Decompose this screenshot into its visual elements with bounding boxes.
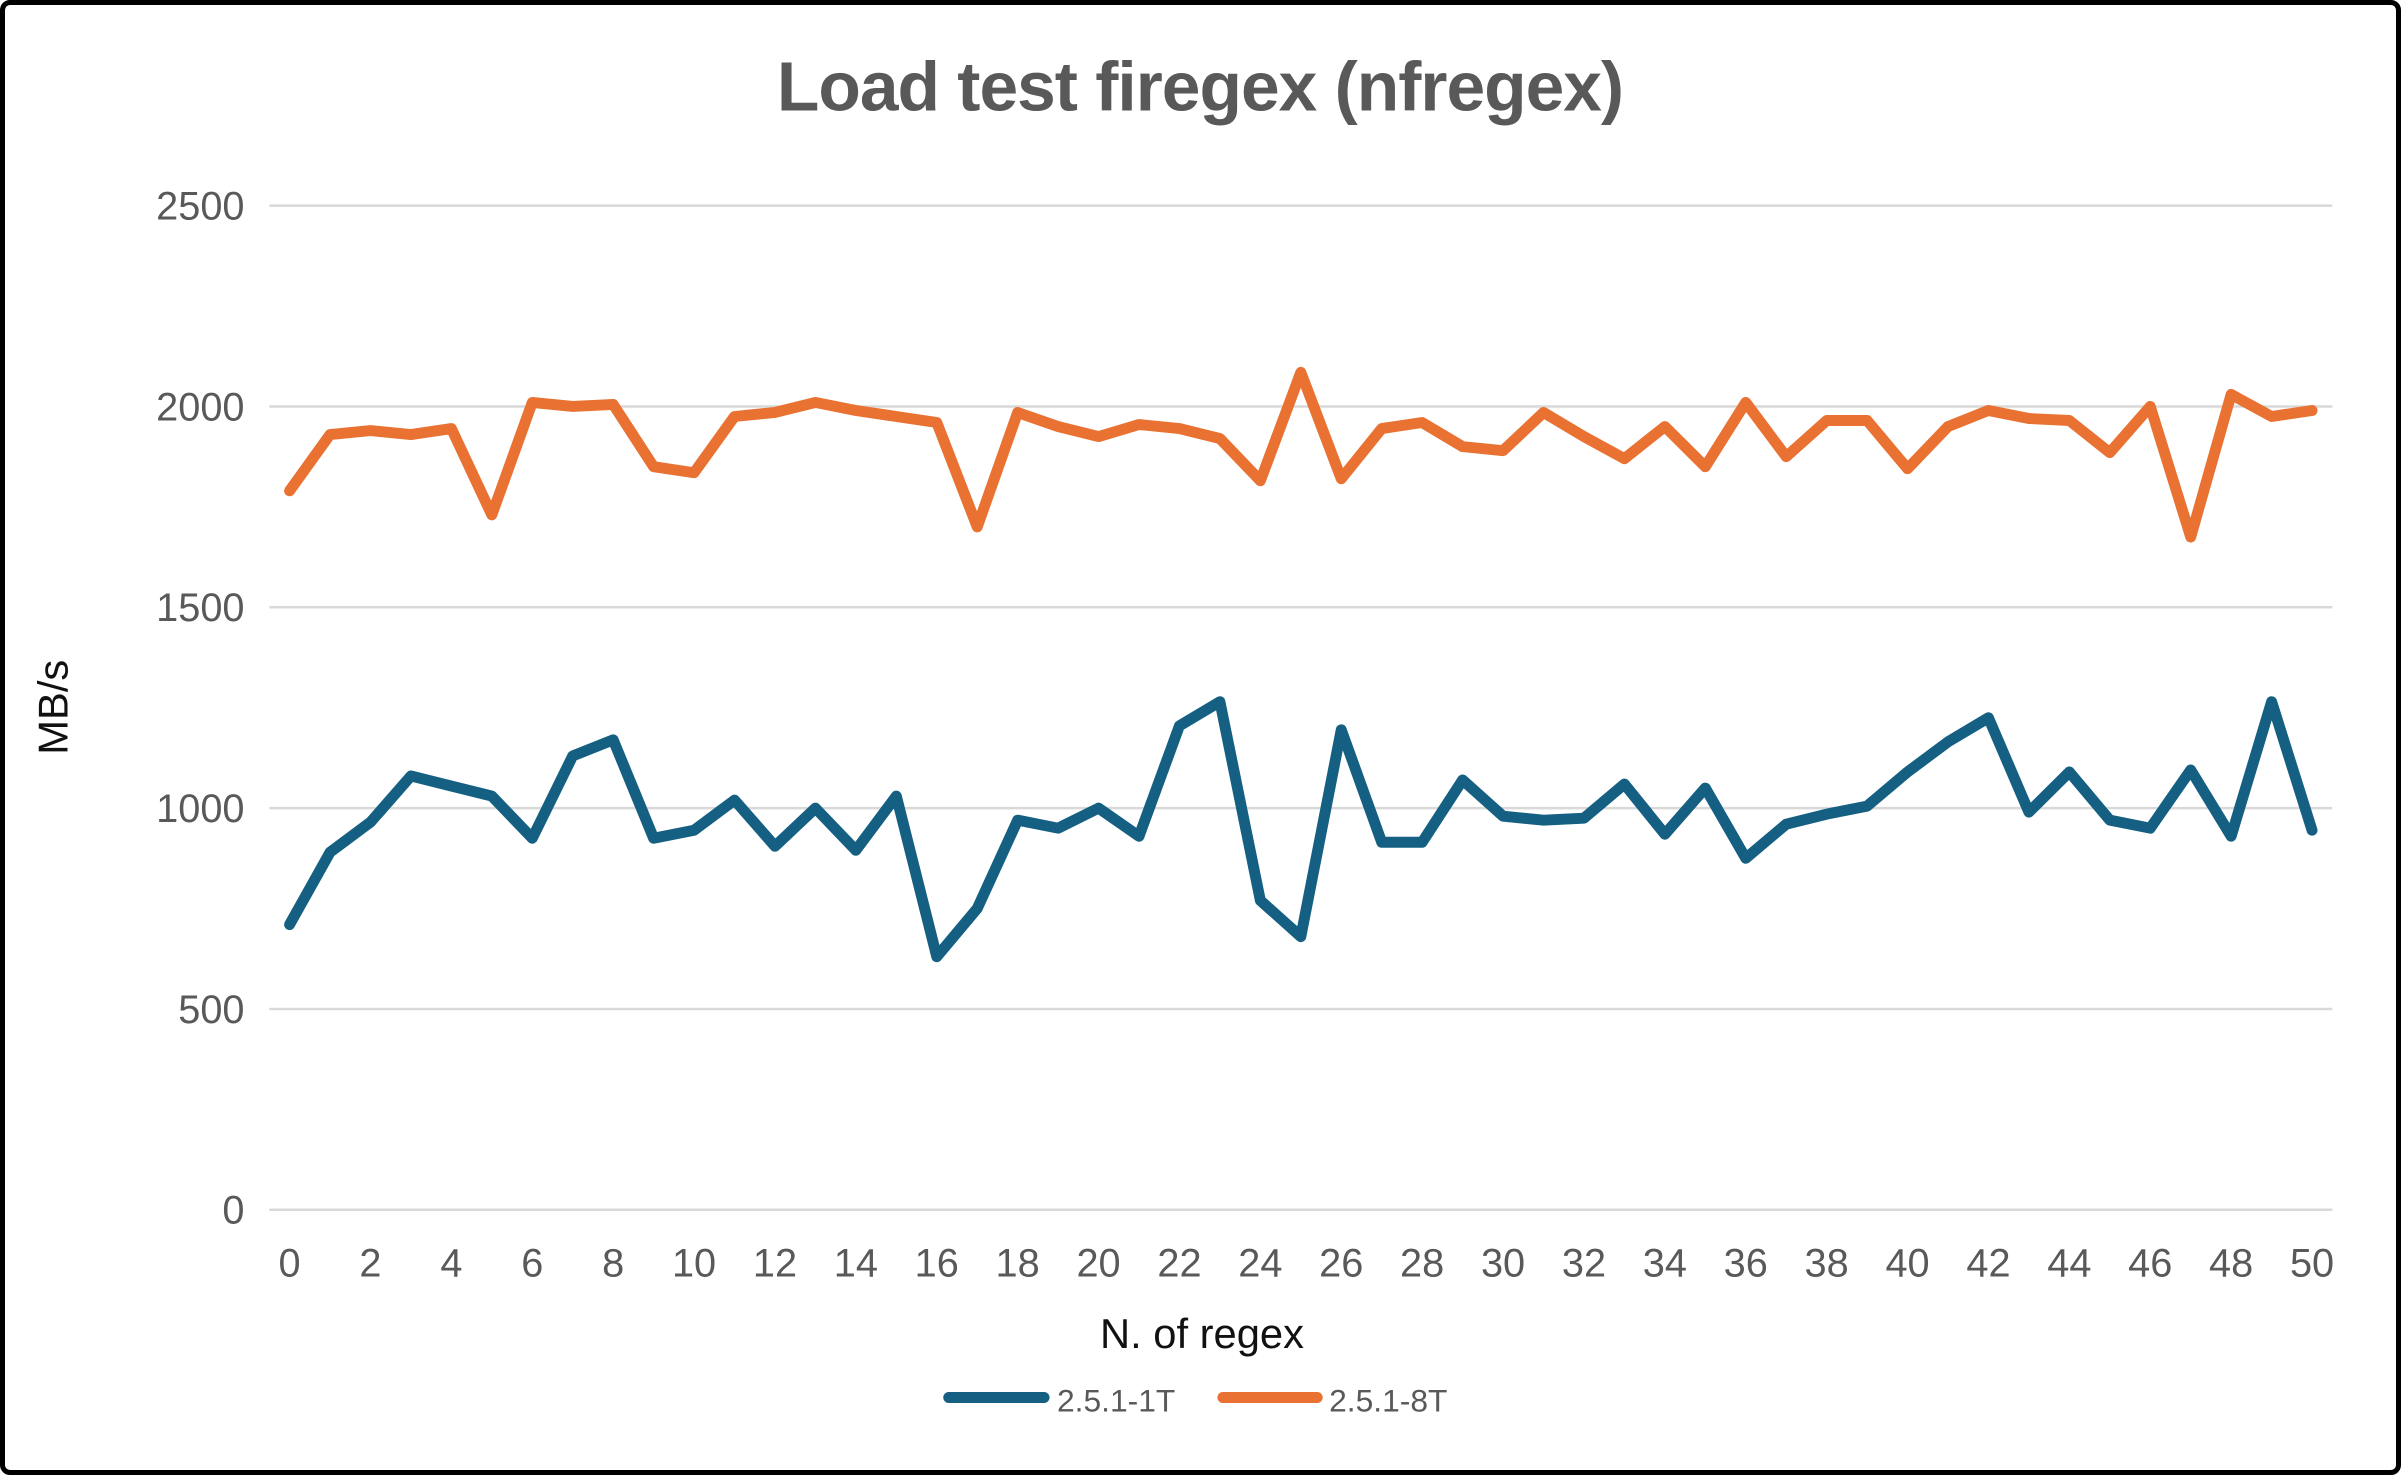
y-tick-label: 1500 bbox=[156, 586, 244, 630]
x-tick-label: 4 bbox=[440, 1241, 462, 1285]
legend-label-series1: 2.5.1-1T bbox=[1057, 1382, 1175, 1418]
y-tick-label: 2000 bbox=[156, 385, 244, 429]
y-axis-title: MB/s bbox=[30, 660, 77, 755]
series-line-2.5.1-8T bbox=[284, 366, 2318, 543]
x-tick-label: 38 bbox=[1805, 1241, 1849, 1285]
gridlines bbox=[269, 204, 2333, 1212]
y-tick-label: 1000 bbox=[156, 787, 244, 831]
x-tick-label: 32 bbox=[1562, 1241, 1606, 1285]
x-tick-label: 28 bbox=[1400, 1241, 1444, 1285]
x-tick-label: 16 bbox=[915, 1241, 959, 1285]
x-tick-label: 2 bbox=[359, 1241, 381, 1285]
x-tick-label: 18 bbox=[996, 1241, 1040, 1285]
x-tick-label: 50 bbox=[2290, 1241, 2334, 1285]
x-tick-label: 20 bbox=[1076, 1241, 1120, 1285]
x-tick-label: 6 bbox=[521, 1241, 543, 1285]
series-line-2.5.1-1T bbox=[284, 696, 2318, 963]
y-tick-label: 2500 bbox=[156, 185, 244, 229]
chart-title: Load test firegex (nfregex) bbox=[777, 47, 1623, 125]
x-tick-label: 12 bbox=[753, 1241, 797, 1285]
x-tick-label: 40 bbox=[1885, 1241, 1929, 1285]
data-series-lines bbox=[284, 366, 2318, 963]
legend-label-series2: 2.5.1-8T bbox=[1329, 1382, 1447, 1418]
y-tick-label: 500 bbox=[178, 988, 244, 1032]
x-tick-label: 26 bbox=[1319, 1241, 1363, 1285]
x-tick-label: 34 bbox=[1643, 1241, 1687, 1285]
x-tick-label: 48 bbox=[2209, 1241, 2253, 1285]
x-tick-label: 42 bbox=[1966, 1241, 2010, 1285]
x-tick-label: 8 bbox=[602, 1241, 624, 1285]
x-tick-label: 24 bbox=[1238, 1241, 1282, 1285]
x-tick-label: 44 bbox=[2047, 1241, 2091, 1285]
y-axis-tick-labels: 0 500 1000 1500 2000 2500 bbox=[156, 185, 244, 1233]
x-tick-label: 36 bbox=[1724, 1241, 1768, 1285]
legend: 2.5.1-1T 2.5.1-8T bbox=[943, 1382, 1447, 1418]
x-tick-label: 30 bbox=[1481, 1241, 1525, 1285]
x-tick-label: 10 bbox=[672, 1241, 716, 1285]
x-axis-tick-labels: 0 2 4 6 8 10 12 14 16 18 20 22 24 26 28 30 32 34 36 38 40 42 4… bbox=[279, 1241, 2335, 1285]
x-tick-label: 0 bbox=[279, 1241, 301, 1285]
x-tick-label: 14 bbox=[834, 1241, 878, 1285]
x-tick-label: 22 bbox=[1157, 1241, 1201, 1285]
y-tick-label: 0 bbox=[222, 1189, 244, 1233]
x-axis-title: N. of regex bbox=[1100, 1310, 1304, 1357]
x-tick-label: 46 bbox=[2128, 1241, 2172, 1285]
